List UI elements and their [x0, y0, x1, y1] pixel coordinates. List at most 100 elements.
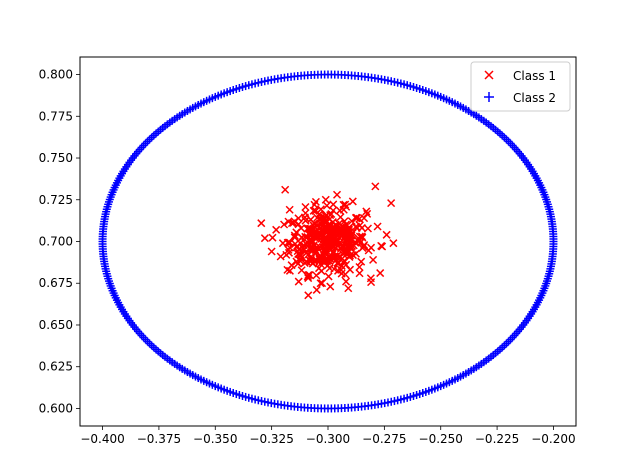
data-point-x: [257, 219, 266, 228]
data-point-x: [301, 216, 310, 225]
data-point-x: [343, 224, 353, 233]
legend: Class 1 Class 2: [470, 61, 571, 112]
data-point-x: [342, 202, 351, 211]
data-point-x: [371, 182, 380, 191]
y-tick-label: 0.750: [39, 151, 73, 165]
data-point-x: [304, 291, 313, 300]
data-point-x: [330, 235, 339, 244]
data-point-x: [359, 242, 368, 251]
legend-entry-class-2: Class 2: [484, 91, 556, 105]
data-point-x: [305, 230, 314, 239]
x-tick-label: −0.325: [249, 432, 293, 446]
data-point-x: [321, 195, 330, 204]
data-point-x: [333, 266, 343, 275]
data-point-x: [301, 202, 310, 212]
data-point-x: [326, 221, 335, 230]
data-point-x: [341, 247, 350, 256]
data-point-x: [324, 272, 333, 281]
data-point-x: [338, 231, 347, 240]
x-tick-label: −0.300: [306, 432, 350, 446]
data-point-x: [281, 185, 290, 194]
data-point-x: [347, 236, 356, 245]
data-point-x: [344, 284, 353, 293]
data-point-x: [311, 197, 320, 206]
data-point-x: [342, 277, 351, 286]
data-point-x: [293, 247, 302, 256]
data-point-x: [367, 243, 376, 252]
data-point-x: [344, 241, 353, 250]
data-point-x: [367, 278, 376, 287]
data-point-x: [326, 282, 335, 291]
data-point-x: [330, 264, 339, 274]
data-point-x: [280, 220, 289, 229]
legend-box: [470, 61, 571, 112]
data-point-x: [283, 238, 292, 247]
data-point-x: [309, 206, 318, 215]
series-class-1: [257, 182, 398, 300]
data-point-x: [318, 279, 327, 288]
data-point-x: [348, 197, 357, 206]
data-point-x: [311, 245, 320, 255]
data-point-x: [290, 217, 299, 226]
legend-label: Class 2: [513, 91, 556, 105]
data-point-x: [329, 206, 338, 215]
data-point-x: [307, 238, 316, 247]
data-point-x: [362, 207, 371, 216]
legend-label: Class 1: [513, 69, 556, 83]
data-point-x: [335, 206, 344, 215]
data-point-x: [357, 257, 366, 266]
data-point-x: [332, 190, 342, 199]
data-point-x: [382, 230, 391, 239]
data-point-x: [316, 243, 325, 252]
x-tick-label: −0.225: [475, 432, 519, 446]
data-point-x: [312, 285, 321, 294]
data-point-x: [355, 262, 364, 271]
data-point-x: [297, 224, 306, 233]
plot-area: [98, 70, 558, 413]
x-tick-label: −0.275: [362, 432, 406, 446]
data-point-x: [358, 233, 367, 242]
y-tick-label: 0.625: [39, 360, 73, 374]
data-point-x: [342, 260, 351, 269]
x-axis: −0.400 −0.375 −0.350 −0.325 −0.300 −0.275 −0.2…: [80, 426, 576, 446]
y-tick-label: 0.675: [39, 276, 73, 290]
data-point-x: [316, 279, 325, 288]
data-point-x: [276, 252, 285, 261]
data-point-x: [294, 220, 303, 229]
data-point-x: [304, 270, 313, 280]
data-point-x: [297, 266, 306, 275]
data-point-x: [341, 220, 351, 229]
x-tick-label: −0.200: [531, 432, 575, 446]
data-point-x: [321, 211, 330, 220]
data-point-x: [322, 201, 331, 210]
data-point-x: [294, 277, 303, 286]
data-point-x: [325, 245, 334, 254]
y-tick-label: 0.800: [39, 68, 73, 82]
series-class-2: [98, 70, 558, 413]
y-tick-label: 0.700: [39, 235, 73, 249]
x-tick-label: −0.400: [80, 432, 124, 446]
data-point-x: [340, 256, 349, 265]
data-point-x: [389, 239, 398, 248]
data-point-x: [313, 232, 322, 241]
data-point-x: [303, 238, 312, 247]
data-point-x: [377, 241, 386, 250]
data-point-x: [312, 271, 321, 280]
data-point-x: [363, 209, 372, 218]
data-point-x: [295, 256, 304, 265]
legend-entry-class-1: Class 1: [484, 69, 556, 83]
y-tick-label: 0.775: [39, 109, 73, 123]
data-point-x: [285, 266, 294, 275]
data-point-x: [315, 255, 324, 264]
data-point-x: [376, 269, 385, 278]
y-tick-label: 0.600: [39, 401, 73, 415]
y-tick-label: 0.725: [39, 193, 73, 207]
data-point-x: [268, 233, 277, 242]
y-axis: 0.600 0.625 0.650 0.675 0.700 0.725 0.750 0.775…: [39, 68, 80, 415]
data-point-x: [329, 200, 338, 209]
data-point-x: [311, 206, 320, 215]
data-point-x: [290, 231, 299, 240]
data-point-x: [287, 261, 296, 270]
data-point-plus: [549, 239, 558, 248]
